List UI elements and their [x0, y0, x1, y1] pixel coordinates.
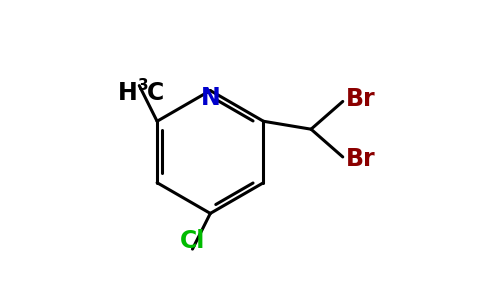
Text: H: H	[118, 81, 137, 105]
Text: Br: Br	[346, 88, 376, 112]
Text: 3: 3	[138, 78, 149, 93]
Text: C: C	[147, 81, 165, 105]
Text: Br: Br	[346, 147, 376, 171]
Text: Cl: Cl	[180, 229, 205, 253]
Text: N: N	[200, 85, 220, 109]
